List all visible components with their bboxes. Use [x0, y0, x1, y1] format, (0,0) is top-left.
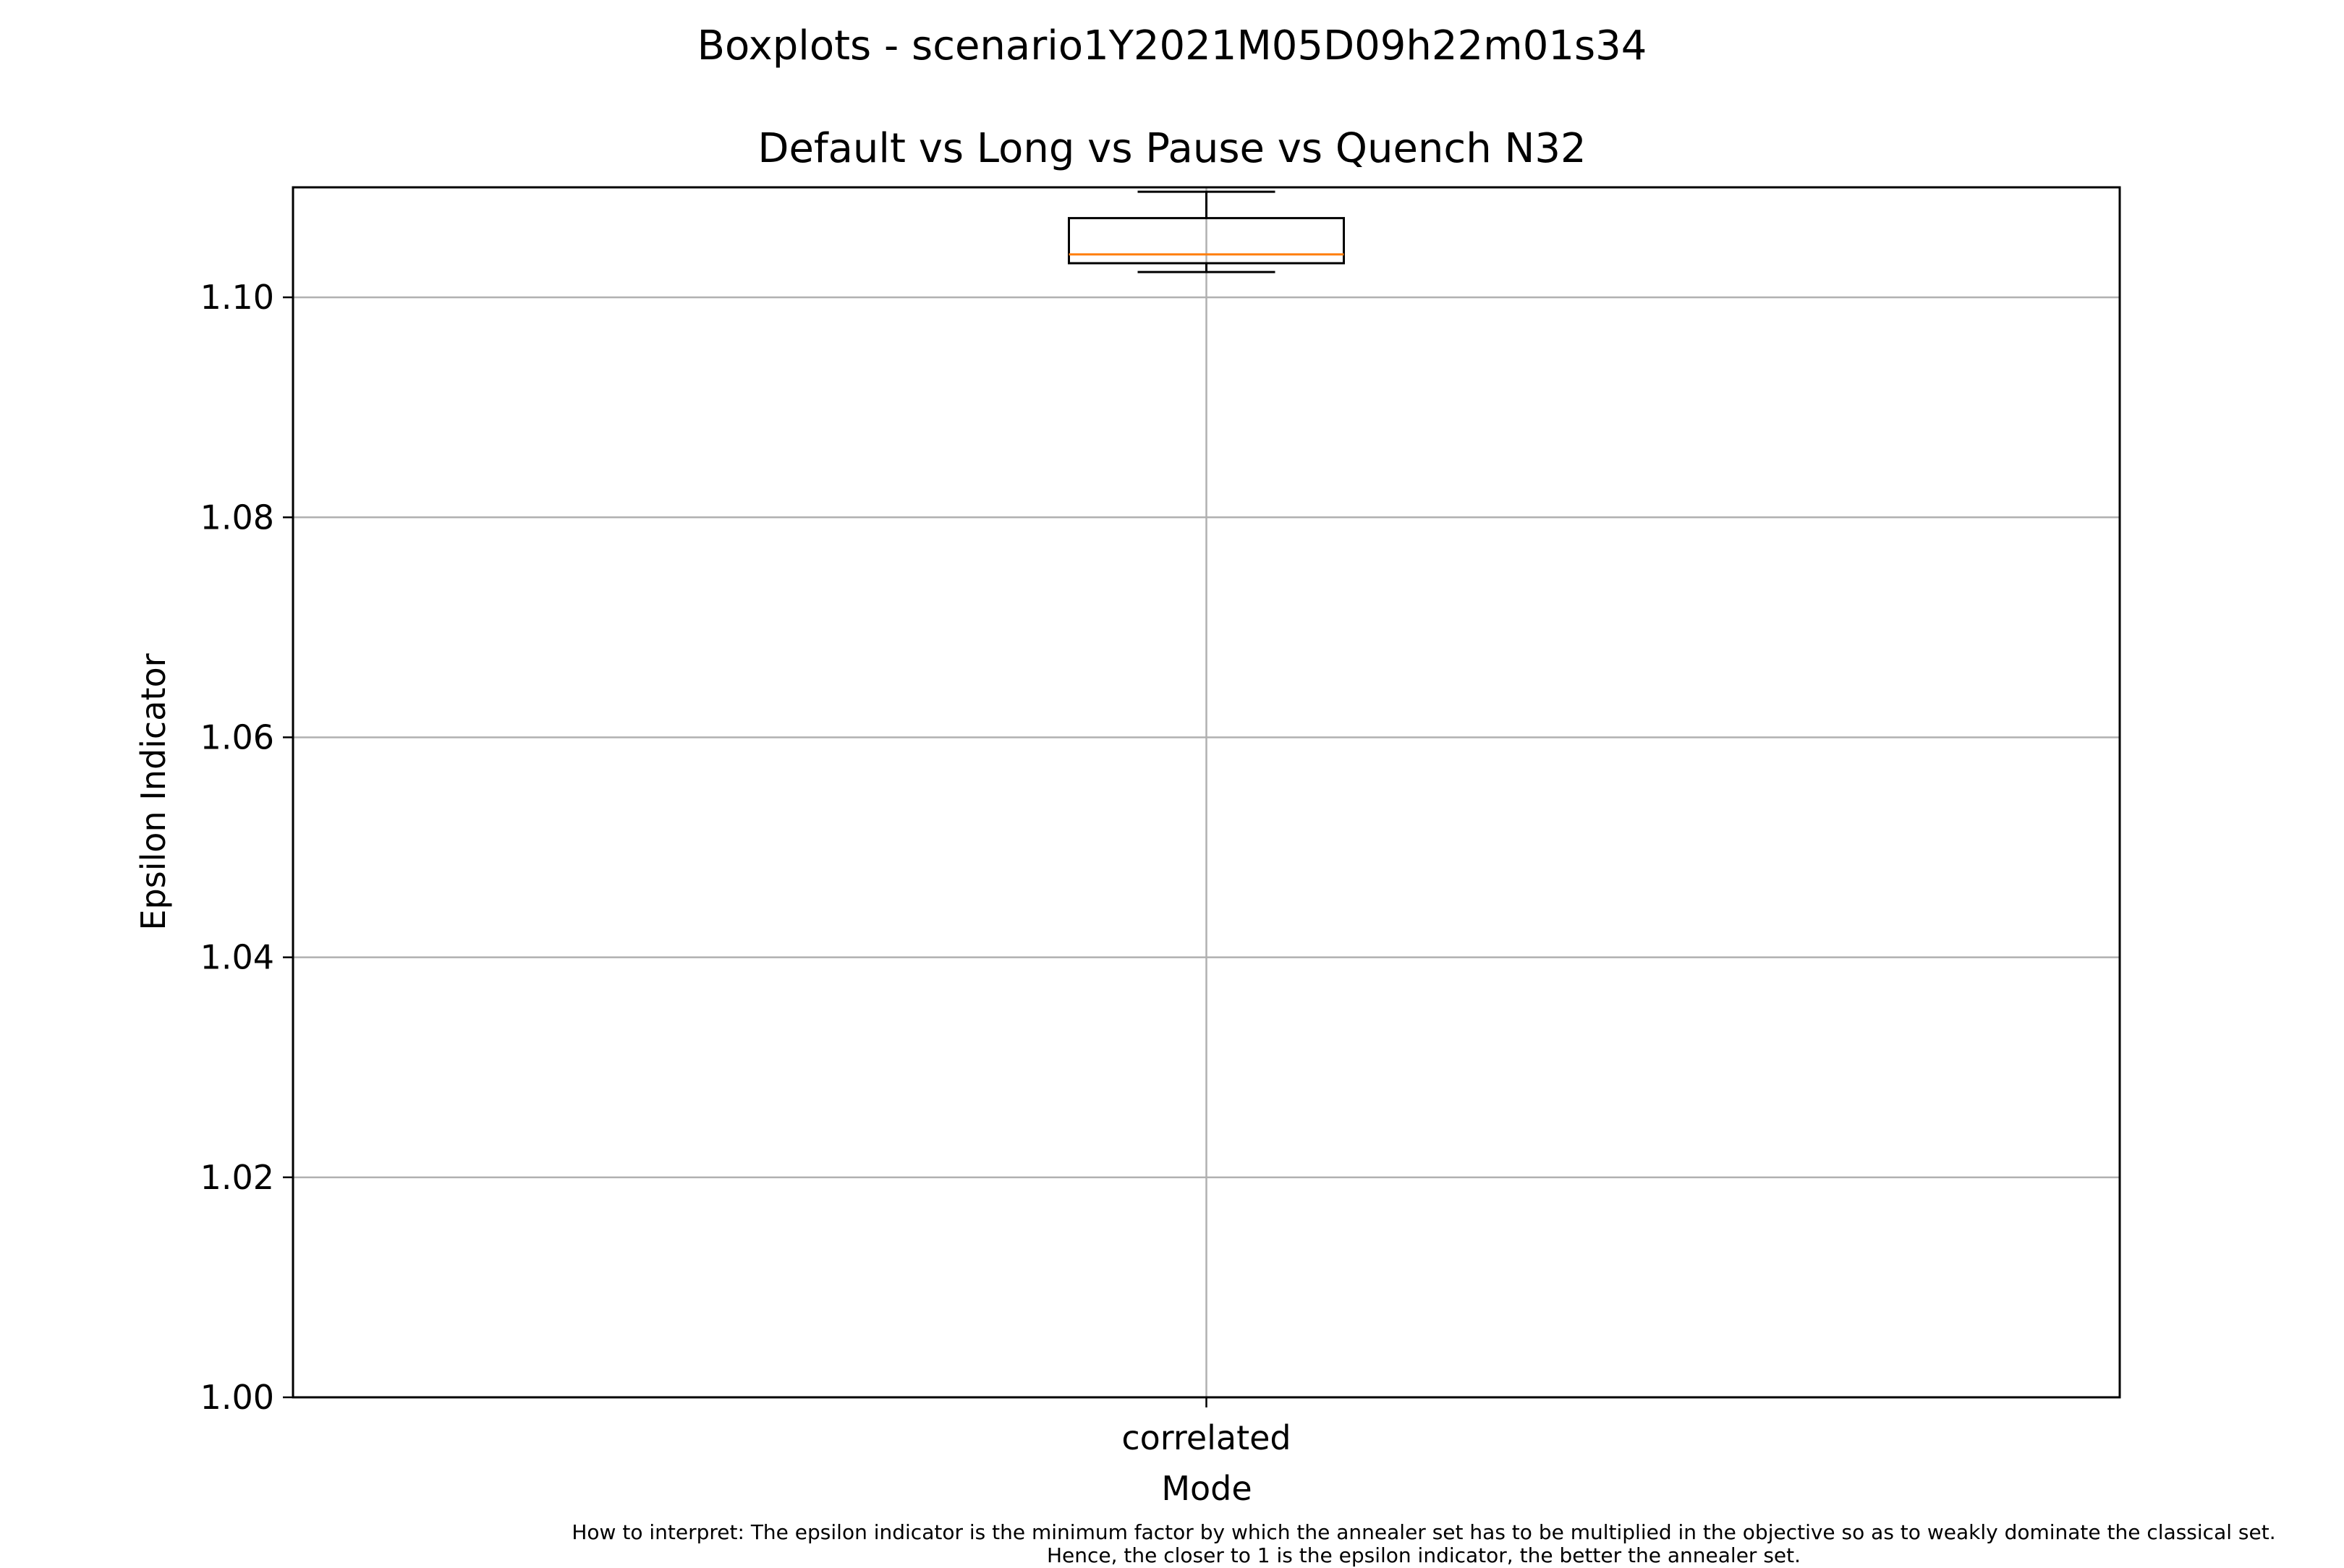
- y-tick-label: 1.06: [200, 717, 274, 757]
- y-tick-label: 1.10: [200, 278, 274, 317]
- footnote-line-1: How to interpret: The epsilon indicator …: [572, 1520, 2276, 1544]
- y-axis-label: Epsilon Indicator: [134, 653, 173, 930]
- x-axis-label: Mode: [1161, 1469, 1252, 1508]
- y-tick-label: 1.08: [200, 498, 274, 537]
- x-tick-label: correlated: [1121, 1418, 1291, 1457]
- chart-title: Default vs Long vs Pause vs Quench N32: [757, 125, 1586, 172]
- y-tick-label: 1.04: [200, 938, 274, 977]
- y-tick-label: 1.02: [200, 1158, 274, 1197]
- grid-lines: [293, 187, 2120, 1399]
- box-elements: [1068, 190, 1345, 273]
- axis-ticks: 1.00 1.02 1.04 1.06 1.08 1.10 correlated: [200, 278, 1291, 1457]
- chart-suptitle: Boxplots - scenario1Y2021M05D09h22m01s34: [697, 22, 1647, 69]
- box-iqr: [1068, 217, 1345, 265]
- y-tick-label: 1.00: [200, 1378, 274, 1417]
- footnote-line-2: Hence, the closer to 1 is the epsilon in…: [1046, 1543, 1801, 1567]
